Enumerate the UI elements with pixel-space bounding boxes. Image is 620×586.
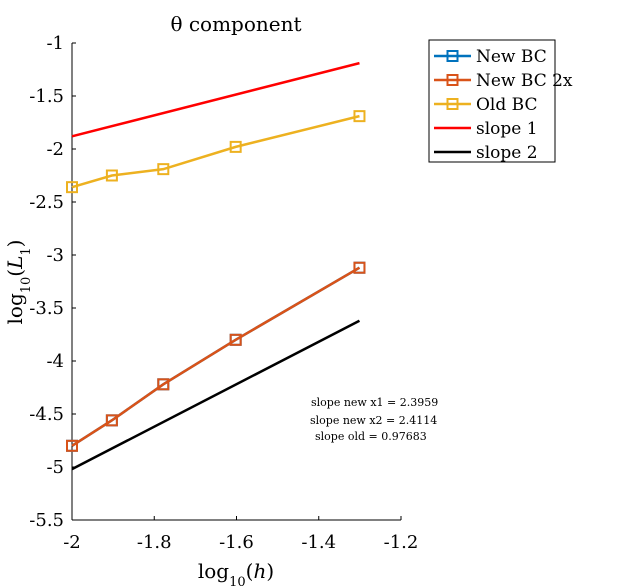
series-layer — [66, 61, 366, 471]
y-tick-label: -5.5 — [29, 510, 64, 531]
data-point-marker — [353, 110, 366, 123]
legend-label: slope 2 — [476, 143, 538, 163]
legend-label: New BC 2x — [476, 71, 573, 91]
data-point-marker — [105, 169, 118, 182]
legend-label: New BC — [476, 47, 547, 67]
x-axis-label: log10(h) — [198, 559, 274, 586]
y-tick-label: -4 — [46, 351, 64, 372]
y-tick-label: -2 — [46, 139, 64, 160]
data-point-marker — [157, 163, 170, 176]
data-point-marker — [229, 333, 242, 346]
data-point-marker — [229, 140, 242, 153]
data-point-marker — [353, 261, 366, 274]
legend-marker — [446, 74, 459, 86]
axes: -2 -1.8 -1.6 -1.4 -1.2 -1 -1.5 -2 -2.5 -3 -3.5 -4 -4… — [29, 33, 418, 553]
x-tick-label: -1.8 — [137, 532, 172, 553]
plot-area — [71, 43, 401, 521]
data-point-marker — [157, 378, 170, 391]
legend-marker — [446, 50, 459, 62]
y-axis-label: log10(L1) — [3, 240, 34, 325]
legend-label: slope 1 — [476, 119, 538, 139]
y-tick-label: -4.5 — [29, 404, 64, 425]
legend-marker — [446, 98, 459, 110]
x-tick-label: -1.4 — [301, 532, 336, 553]
y-tick-label: -1.5 — [29, 86, 64, 107]
series-line — [71, 114, 360, 189]
data-point-marker — [66, 181, 78, 194]
y-tick-label: -3 — [46, 245, 64, 266]
legend-label: Old BC — [476, 95, 537, 115]
annotation-text: slope new x1 = 2.3959 — [311, 396, 438, 409]
annotation-text: slope new x2 = 2.4114 — [310, 414, 437, 427]
x-tick-label: -1.6 — [219, 532, 254, 553]
chart-title: θ component — [170, 12, 301, 36]
slope-annotations: slope new x1 = 2.3959 slope new x2 = 2.41… — [310, 396, 438, 443]
series-line — [71, 319, 361, 471]
series-line — [71, 266, 361, 447]
data-point-marker — [66, 439, 78, 452]
legend: New BC New BC 2x Old BC slope 1 slope 2 — [428, 39, 573, 163]
x-tick-label: -2 — [63, 532, 81, 553]
y-tick-label: -1 — [46, 33, 64, 54]
y-tick-label: -2.5 — [29, 192, 64, 213]
y-tick-label: -3.5 — [29, 298, 64, 319]
series-line — [71, 61, 360, 138]
data-point-marker — [105, 414, 118, 427]
annotation-text: slope old = 0.97683 — [315, 430, 427, 443]
data-point-marker — [353, 261, 366, 274]
x-tick-label: -1.2 — [384, 532, 419, 553]
y-tick-label: -5 — [46, 457, 64, 478]
